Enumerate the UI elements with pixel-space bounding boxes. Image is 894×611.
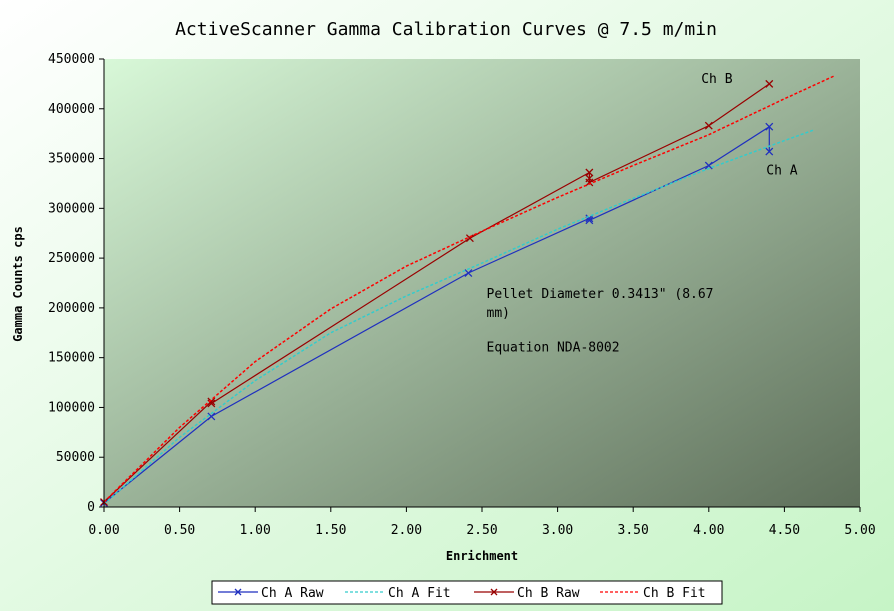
legend-label: Ch B Fit	[643, 586, 706, 601]
series-line-ch-a-fit	[103, 128, 815, 505]
y-tick-label: 150000	[48, 351, 95, 366]
plot-area	[104, 59, 860, 507]
legend-box	[211, 580, 723, 605]
legend-entry-ch-a-raw: Ch A Raw	[218, 586, 324, 601]
point-marker-ch-a-raw	[765, 122, 774, 131]
annotations: Ch B Ch A Pellet Diameter 0.3413" (8.67 mm)…	[487, 72, 798, 356]
point-marker-ch-b-raw	[704, 121, 713, 130]
series-line-ch-a-raw	[103, 125, 770, 504]
y-tick-label: 400000	[48, 102, 95, 117]
annotation-text: Equation NDA-8002	[487, 341, 620, 356]
legend-marker	[490, 588, 498, 596]
x-tick-label: 4.50	[769, 523, 800, 538]
x-tick-label: 2.50	[466, 523, 497, 538]
y-tick-label: 250000	[48, 251, 95, 266]
x-tick-label: 0.50	[164, 523, 195, 538]
x-tick-label: 1.50	[315, 523, 346, 538]
annotation-text: Ch A	[766, 163, 797, 178]
point-marker-ch-a-raw	[704, 161, 713, 170]
x-tick-label: 2.00	[391, 523, 422, 538]
annotation-text: Pellet Diameter 0.3413" (8.67	[487, 287, 714, 302]
legend-entry-ch-b-fit: Ch B Fit	[600, 586, 706, 601]
legend-label: Ch B Raw	[517, 586, 580, 601]
x-tick-label: 0.00	[88, 523, 119, 538]
annotation-text: mm)	[487, 306, 510, 321]
series-ch-a-fit	[103, 128, 815, 505]
y-tick-label: 200000	[48, 301, 95, 316]
y-tick-label: 300000	[48, 201, 95, 216]
point-marker-ch-b-raw	[585, 178, 594, 187]
point-marker-ch-b-raw	[765, 79, 774, 88]
legend: Ch A Raw Ch A Fit Ch B Raw Ch B Fit	[211, 580, 723, 605]
y-axis-ticks: 0 50000 100000 150000 200000 250000 300000 3500…	[48, 52, 104, 515]
point-marker-ch-a-raw	[207, 412, 216, 421]
x-axis-label: Enrichment	[446, 549, 518, 563]
y-tick-label: 50000	[56, 450, 95, 465]
x-tick-label: 3.00	[542, 523, 573, 538]
x-tick-label: 5.00	[844, 523, 875, 538]
point-marker-ch-b-raw	[207, 397, 216, 406]
annotation-text: Ch B	[701, 72, 732, 87]
point-marker-ch-b-raw	[585, 168, 594, 177]
point-marker-ch-a-raw	[464, 269, 473, 278]
y-tick-label: 0	[87, 500, 95, 515]
x-tick-label: 4.00	[693, 523, 724, 538]
legend-entry-ch-a-fit: Ch A Fit	[345, 586, 451, 601]
legend-label: Ch A Raw	[261, 586, 324, 601]
chart-title: ActiveScanner Gamma Calibration Curves @…	[175, 19, 717, 40]
x-axis-ticks: 0.00 0.50 1.00 1.50 2.00 2.50 3.00 3.50 4.00 4.50…	[88, 507, 876, 538]
y-axis-label: Gamma Counts cps	[11, 226, 25, 342]
legend-marker	[234, 588, 242, 596]
x-tick-label: 3.50	[618, 523, 649, 538]
legend-label: Ch A Fit	[388, 586, 451, 601]
point-marker-ch-a-raw	[765, 147, 774, 156]
x-tick-label: 1.00	[240, 523, 271, 538]
legend-entry-ch-b-raw: Ch B Raw	[474, 586, 580, 601]
y-tick-label: 450000	[48, 52, 95, 67]
y-tick-label: 100000	[48, 400, 95, 415]
series-ch-b-raw	[100, 79, 774, 506]
y-tick-label: 350000	[48, 152, 95, 167]
